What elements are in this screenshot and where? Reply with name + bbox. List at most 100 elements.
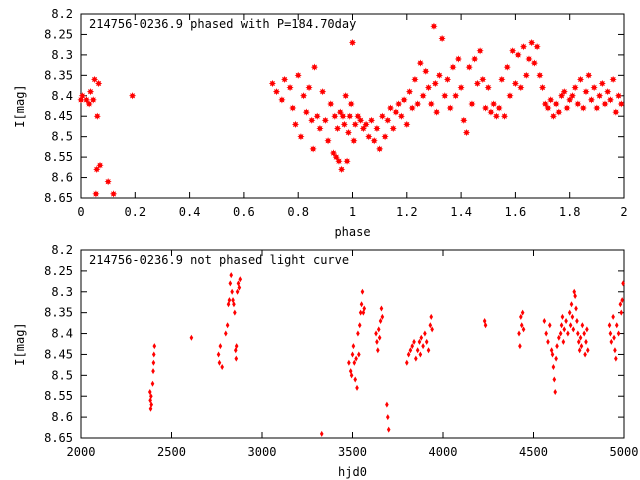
y-tick-label: 8.45	[44, 347, 73, 361]
data-point	[617, 100, 625, 108]
data-point	[604, 88, 612, 96]
data-point	[218, 343, 223, 350]
data-point	[338, 165, 346, 173]
data-point	[612, 334, 616, 341]
data-point	[561, 338, 566, 345]
data-point	[519, 43, 528, 51]
data-point	[395, 100, 403, 108]
data-point	[576, 338, 581, 345]
data-point	[376, 326, 381, 333]
data-point	[573, 292, 577, 299]
data-point	[620, 297, 624, 304]
x-tick-label: 0.4	[179, 205, 201, 219]
data-point	[150, 380, 155, 387]
data-point	[411, 75, 419, 84]
data-point	[416, 59, 424, 67]
data-point	[560, 88, 568, 96]
data-point	[82, 96, 91, 104]
data-point	[525, 55, 533, 63]
data-point	[468, 100, 476, 108]
data-point	[428, 322, 433, 329]
data-point	[302, 108, 310, 116]
data-point	[347, 100, 355, 108]
data-point	[355, 384, 359, 391]
y-tick-label: 8.2	[51, 7, 73, 21]
data-point	[528, 39, 536, 47]
data-point	[563, 104, 571, 112]
data-point	[378, 112, 386, 120]
data-point	[350, 137, 358, 145]
x-tick-label: 5000	[610, 445, 639, 459]
data-point	[406, 351, 411, 358]
data-point	[614, 322, 619, 329]
data-point	[414, 100, 422, 108]
data-point	[294, 71, 302, 79]
y-tick-label: 8.5	[51, 368, 73, 382]
data-point	[408, 347, 413, 354]
data-point	[281, 75, 289, 84]
data-point	[471, 55, 479, 63]
data-point	[590, 84, 598, 92]
data-point	[353, 376, 358, 383]
data-point	[321, 116, 329, 124]
data-point	[384, 116, 392, 124]
data-point	[530, 59, 538, 67]
data-point	[300, 92, 308, 100]
data-point	[557, 92, 566, 100]
data-point	[443, 75, 452, 84]
y-tick-label: 8.35	[44, 306, 73, 320]
data-point	[611, 313, 615, 320]
data-point	[426, 347, 431, 354]
data-point	[357, 351, 361, 358]
data-point	[278, 96, 286, 104]
data-point	[361, 309, 366, 316]
data-point	[189, 334, 194, 341]
data-point	[518, 343, 522, 350]
data-point	[583, 351, 587, 358]
data-point	[423, 330, 427, 337]
data-point	[586, 347, 590, 354]
data-point	[342, 92, 350, 100]
x-tick-label: 0	[77, 205, 84, 219]
data-point	[313, 112, 321, 120]
data-point	[500, 112, 509, 120]
x-tick-label: 1.2	[396, 205, 418, 219]
data-point	[419, 334, 424, 341]
data-point	[151, 359, 156, 366]
data-point	[220, 363, 224, 370]
data-point	[375, 338, 379, 345]
data-point	[520, 309, 525, 316]
data-point	[235, 288, 240, 295]
data-point	[217, 359, 222, 366]
data-point	[421, 343, 425, 350]
x-tick-label: 2	[620, 205, 627, 219]
data-point	[490, 100, 498, 108]
data-point	[506, 92, 514, 100]
data-point	[538, 84, 547, 92]
data-point	[414, 355, 418, 362]
data-point	[479, 75, 487, 84]
data-point	[484, 84, 492, 92]
data-point	[109, 190, 118, 198]
data-point	[225, 322, 230, 329]
data-point	[229, 272, 234, 279]
data-point	[377, 334, 382, 341]
data-point	[574, 100, 582, 108]
data-point	[367, 116, 376, 124]
x-tick-label: 2500	[157, 445, 186, 459]
data-point	[498, 75, 506, 84]
data-point	[579, 343, 584, 350]
data-point	[397, 112, 405, 120]
y-tick-label: 8.45	[44, 109, 73, 123]
data-point	[554, 355, 558, 362]
data-point	[354, 112, 362, 120]
data-point	[93, 165, 101, 173]
data-point	[569, 301, 574, 308]
x-tick-label: 3000	[248, 445, 277, 459]
data-point	[392, 108, 400, 116]
data-point	[481, 104, 490, 112]
data-point	[438, 34, 446, 43]
data-point	[410, 343, 415, 350]
x-tick-label: 0.6	[233, 205, 255, 219]
